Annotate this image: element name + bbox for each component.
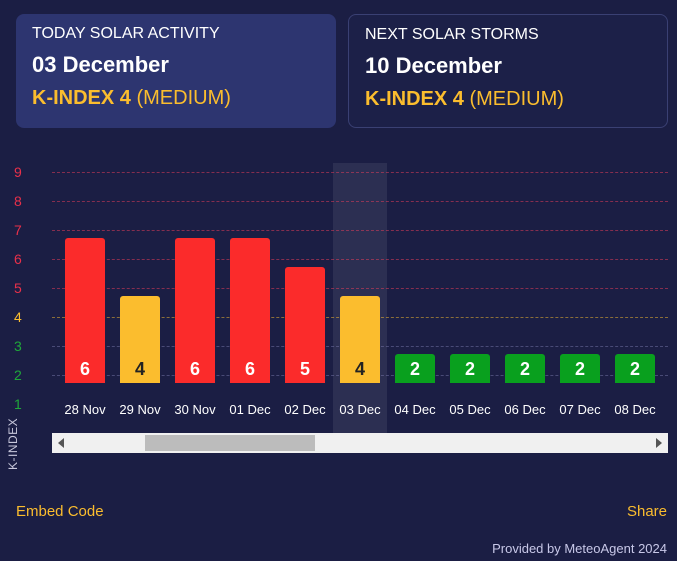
- card-title: TODAY SOLAR ACTIVITY: [32, 25, 220, 42]
- x-tick-label: 01 Dec: [229, 402, 271, 417]
- bar-value-label: 4: [134, 359, 145, 379]
- kindex-level: (MEDIUM): [136, 87, 231, 109]
- bar-03-dec[interactable]: 4: [340, 296, 380, 383]
- grid-line: [52, 230, 668, 231]
- x-tick-label: 05 Dec: [449, 402, 491, 417]
- bar-value-label: 2: [519, 359, 530, 379]
- y-tick-label: 7: [14, 222, 22, 238]
- card-kindex: K-INDEX 4 (MEDIUM): [365, 88, 651, 111]
- bar-06-dec[interactable]: 2: [505, 354, 545, 383]
- bar-04-dec[interactable]: 2: [395, 354, 435, 383]
- bar-value-label: 4: [354, 359, 365, 379]
- x-tick-label: 06 Dec: [504, 402, 546, 417]
- x-tick-label: 07 Dec: [559, 402, 601, 417]
- bar-02-dec[interactable]: 5: [285, 267, 325, 383]
- grid-line: [52, 172, 668, 173]
- bar-value-label: 2: [574, 359, 585, 379]
- kindex-value: K-INDEX 4: [365, 88, 464, 110]
- scroll-left-icon[interactable]: [58, 438, 64, 448]
- embed-code-link[interactable]: Embed Code: [16, 503, 104, 520]
- kindex-chart: 1 2 3 4 5 6 7 8 9 6 28 Nov 4 29 Nov 6 30 Nov 6 01 Dec 5 02…: [14, 163, 668, 433]
- scroll-right-icon[interactable]: [656, 438, 662, 448]
- x-tick-label: 02 Dec: [284, 402, 326, 417]
- bar-value-label: 2: [464, 359, 475, 379]
- card-date: 10 December: [365, 53, 502, 78]
- bar-01-dec[interactable]: 6: [230, 238, 270, 383]
- y-tick-label: 1: [14, 396, 22, 412]
- share-link[interactable]: Share: [626, 503, 667, 520]
- provided-by: Provided by MeteoAgent 2024: [492, 541, 667, 556]
- today-activity-card: TODAY SOLAR ACTIVITY 03 December K-INDEX…: [16, 14, 336, 128]
- x-tick-label: 29 Nov: [119, 402, 161, 417]
- y-tick-label: 9: [14, 164, 22, 180]
- grid-line: [52, 259, 668, 260]
- x-tick-label: 30 Nov: [174, 402, 216, 417]
- y-tick-label: 4: [14, 309, 22, 325]
- bar-value-label: 6: [244, 359, 255, 379]
- card-date: 03 December: [32, 52, 169, 77]
- kindex-level: (MEDIUM): [469, 88, 564, 110]
- card-kindex: K-INDEX 4 (MEDIUM): [32, 87, 320, 110]
- bar-05-dec[interactable]: 2: [450, 354, 490, 383]
- y-tick-label: 3: [14, 338, 22, 354]
- bar-30-nov[interactable]: 6: [175, 238, 215, 383]
- bar-07-dec[interactable]: 2: [560, 354, 600, 383]
- bar-29-nov[interactable]: 4: [120, 296, 160, 383]
- y-tick-label: 6: [14, 251, 22, 267]
- x-tick-label: 28 Nov: [64, 402, 106, 417]
- bar-28-nov[interactable]: 6: [65, 238, 105, 383]
- grid-line: [52, 201, 668, 202]
- chart-scrollbar[interactable]: [52, 433, 668, 453]
- bar-value-label: 6: [79, 359, 90, 379]
- bar-value-label: 2: [629, 359, 640, 379]
- next-storms-card: NEXT SOLAR STORMS 10 December K-INDEX 4 …: [348, 14, 668, 128]
- y-axis-label: K-INDEX: [6, 417, 20, 470]
- kindex-value: K-INDEX 4: [32, 87, 131, 109]
- x-tick-label: 04 Dec: [394, 402, 436, 417]
- x-tick-label: 08 Dec: [614, 402, 656, 417]
- bar-value-label: 6: [189, 359, 200, 379]
- x-tick-label: 03 Dec: [339, 402, 381, 417]
- bar-value-label: 5: [299, 359, 310, 379]
- card-title: NEXT SOLAR STORMS: [365, 26, 539, 43]
- y-tick-label: 8: [14, 193, 22, 209]
- y-tick-label: 2: [14, 367, 22, 383]
- grid-line: [52, 288, 668, 289]
- scroll-thumb[interactable]: [145, 435, 315, 451]
- y-tick-label: 5: [14, 280, 22, 296]
- bar-08-dec[interactable]: 2: [615, 354, 655, 383]
- bar-value-label: 2: [409, 359, 420, 379]
